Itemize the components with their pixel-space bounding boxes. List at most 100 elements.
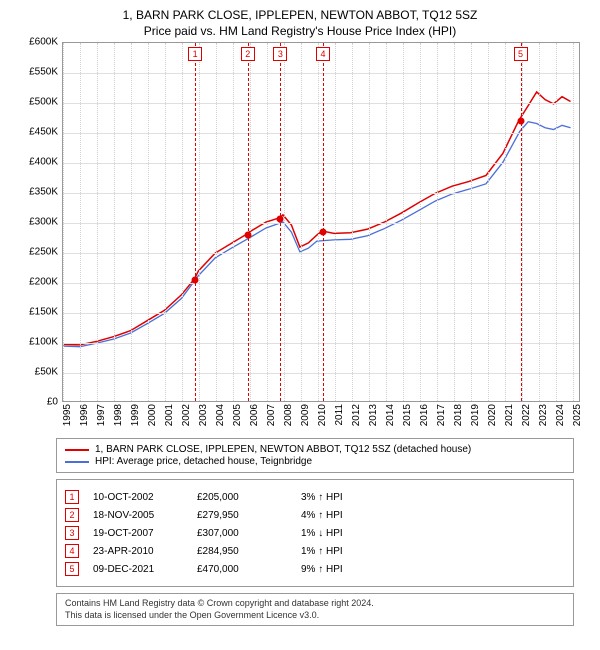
- gridline-v: [63, 43, 64, 401]
- gridline-v: [318, 43, 319, 401]
- marker-dot: [277, 215, 284, 222]
- y-tick-label: £100K: [29, 337, 58, 348]
- x-tick-label: 1998: [113, 404, 124, 426]
- x-tick-label: 2007: [266, 404, 277, 426]
- footer-line-1: Contains HM Land Registry data © Crown c…: [65, 598, 565, 610]
- transaction-marker: 2: [65, 508, 79, 522]
- x-tick-label: 2004: [215, 404, 226, 426]
- transaction-date: 09-DEC-2021: [93, 564, 183, 575]
- legend-swatch: [65, 461, 89, 463]
- legend-row: HPI: Average price, detached house, Teig…: [65, 456, 565, 467]
- x-tick-label: 1995: [62, 404, 73, 426]
- transaction-row: 110-OCT-2002£205,0003% ↑ HPI: [65, 490, 565, 504]
- x-tick-label: 2005: [232, 404, 243, 426]
- gridline-v: [403, 43, 404, 401]
- legend-label: 1, BARN PARK CLOSE, IPPLEPEN, NEWTON ABB…: [95, 444, 471, 455]
- gridline-v: [454, 43, 455, 401]
- x-tick-label: 2024: [555, 404, 566, 426]
- y-tick-label: £150K: [29, 307, 58, 318]
- gridline-h: [63, 133, 579, 134]
- transaction-diff: 9% ↑ HPI: [301, 564, 381, 575]
- gridline-v: [97, 43, 98, 401]
- transaction-price: £307,000: [197, 528, 287, 539]
- x-tick-label: 2019: [470, 404, 481, 426]
- marker-line: [248, 43, 249, 401]
- gridline-h: [63, 343, 579, 344]
- marker-line: [195, 43, 196, 401]
- y-tick-label: £250K: [29, 247, 58, 258]
- gridline-v: [199, 43, 200, 401]
- marker-label: 4: [316, 47, 330, 61]
- transaction-diff: 4% ↑ HPI: [301, 510, 381, 521]
- y-tick-label: £550K: [29, 67, 58, 78]
- plot-region: 12345: [62, 42, 580, 402]
- gridline-v: [488, 43, 489, 401]
- gridline-v: [301, 43, 302, 401]
- transaction-price: £284,950: [197, 546, 287, 557]
- x-tick-label: 2025: [572, 404, 583, 426]
- x-tick-label: 2000: [147, 404, 158, 426]
- x-tick-label: 2016: [419, 404, 430, 426]
- x-tick-label: 2021: [504, 404, 515, 426]
- gridline-v: [420, 43, 421, 401]
- y-tick-label: £50K: [35, 367, 58, 378]
- transaction-price: £470,000: [197, 564, 287, 575]
- x-tick-label: 2011: [334, 404, 345, 426]
- gridline-v: [352, 43, 353, 401]
- x-tick-label: 2003: [198, 404, 209, 426]
- gridline-v: [522, 43, 523, 401]
- gridline-h: [63, 193, 579, 194]
- x-tick-label: 2009: [300, 404, 311, 426]
- gridline-h: [63, 223, 579, 224]
- gridline-v: [573, 43, 574, 401]
- y-tick-label: £500K: [29, 97, 58, 108]
- x-tick-label: 2002: [181, 404, 192, 426]
- gridline-v: [267, 43, 268, 401]
- marker-dot: [320, 229, 327, 236]
- transaction-row: 2 18-NOV-2005 £279,950 4% ↑ HPI: [65, 508, 565, 522]
- x-tick-label: 2010: [317, 404, 328, 426]
- gridline-v: [505, 43, 506, 401]
- transaction-marker: 1: [65, 490, 79, 504]
- x-tick-label: 2001: [164, 404, 175, 426]
- x-tick-label: 2014: [385, 404, 396, 426]
- y-tick-label: £450K: [29, 127, 58, 138]
- chart-title: 1, BARN PARK CLOSE, IPPLEPEN, NEWTON ABB…: [8, 8, 592, 22]
- transaction-row: 423-APR-2010£284,9501% ↑ HPI: [65, 544, 565, 558]
- y-tick-label: £350K: [29, 187, 58, 198]
- x-tick-label: 2020: [487, 404, 498, 426]
- x-tick-label: 2008: [283, 404, 294, 426]
- transaction-marker: 3: [65, 526, 79, 540]
- x-tick-label: 2023: [538, 404, 549, 426]
- transaction-row: 319-OCT-2007£307,0001% ↓ HPI: [65, 526, 565, 540]
- transaction-price: £279,950: [197, 510, 287, 521]
- gridline-v: [131, 43, 132, 401]
- transaction-diff: 1% ↓ HPI: [301, 528, 381, 539]
- y-axis: £0£50K£100K£150K£200K£250K£300K£350K£400…: [20, 42, 62, 402]
- transaction-date: 23-APR-2010: [93, 546, 183, 557]
- gridline-v: [165, 43, 166, 401]
- footer-line-2: This data is licensed under the Open Gov…: [65, 610, 565, 622]
- x-tick-label: 2013: [368, 404, 379, 426]
- legend-label: HPI: Average price, detached house, Teig…: [95, 456, 312, 467]
- marker-label: 2: [241, 47, 255, 61]
- chart-subtitle: Price paid vs. HM Land Registry's House …: [8, 24, 592, 38]
- transaction-date: 18-NOV-2005: [93, 510, 183, 521]
- marker-line: [521, 43, 522, 401]
- gridline-h: [63, 373, 579, 374]
- gridline-h: [63, 73, 579, 74]
- marker-dot: [517, 118, 524, 125]
- chart-titles: 1, BARN PARK CLOSE, IPPLEPEN, NEWTON ABB…: [8, 8, 592, 38]
- y-tick-label: £600K: [29, 37, 58, 48]
- x-tick-label: 1999: [130, 404, 141, 426]
- gridline-v: [216, 43, 217, 401]
- x-tick-label: 2015: [402, 404, 413, 426]
- x-axis: 1995199619971998199920002001200220032004…: [62, 402, 580, 432]
- transaction-marker: 5: [65, 562, 79, 576]
- gridline-v: [80, 43, 81, 401]
- x-tick-label: 2022: [521, 404, 532, 426]
- gridline-v: [369, 43, 370, 401]
- marker-label: 1: [188, 47, 202, 61]
- marker-label: 3: [273, 47, 287, 61]
- marker-dot: [244, 232, 251, 239]
